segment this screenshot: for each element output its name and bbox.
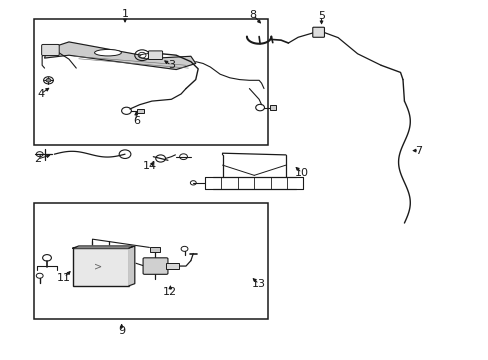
Ellipse shape	[94, 49, 121, 56]
Text: 2: 2	[34, 154, 41, 164]
Polygon shape	[73, 246, 135, 248]
FancyBboxPatch shape	[41, 44, 59, 55]
Bar	[137, 109, 144, 113]
Bar	[34, 203, 267, 319]
Text: 4: 4	[37, 89, 44, 99]
Ellipse shape	[140, 54, 159, 59]
Text: 11: 11	[57, 273, 71, 283]
Circle shape	[46, 78, 51, 82]
Text: 5: 5	[317, 11, 325, 21]
Text: 10: 10	[294, 168, 308, 178]
Bar	[269, 105, 275, 110]
Text: 3: 3	[167, 60, 175, 70]
Text: 12: 12	[163, 287, 177, 297]
Text: 8: 8	[249, 10, 256, 20]
FancyBboxPatch shape	[148, 51, 162, 59]
Text: 7: 7	[415, 145, 422, 156]
Bar	[34, 19, 267, 145]
Text: 6: 6	[132, 116, 140, 126]
Text: 1: 1	[122, 9, 128, 19]
FancyBboxPatch shape	[312, 27, 324, 37]
Bar	[166, 263, 178, 269]
Text: 9: 9	[118, 326, 125, 336]
Text: 13: 13	[252, 279, 265, 289]
FancyBboxPatch shape	[143, 258, 167, 274]
Bar	[73, 248, 129, 286]
Text: >: >	[94, 262, 102, 272]
Polygon shape	[44, 42, 195, 69]
Polygon shape	[129, 246, 135, 286]
Bar	[150, 247, 160, 252]
Text: 14: 14	[142, 161, 156, 171]
